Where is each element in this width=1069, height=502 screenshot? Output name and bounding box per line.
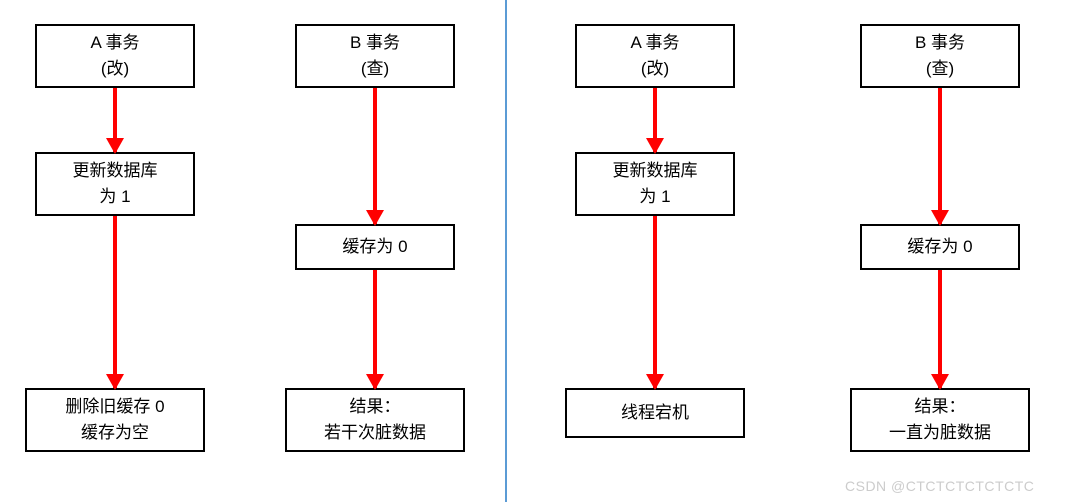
- flow-node: 线程宕机: [565, 388, 745, 438]
- arrow-line: [653, 216, 657, 388]
- arrow-head-icon: [931, 374, 949, 390]
- flow-node: 缓存为 0: [295, 224, 455, 270]
- center-divider: [505, 0, 507, 502]
- watermark-text: CSDN @CTCTCTCTCTCTC: [845, 478, 1034, 494]
- arrow-line: [938, 88, 942, 224]
- arrow-head-icon: [366, 210, 384, 226]
- arrow-head-icon: [106, 374, 124, 390]
- arrow-line: [113, 216, 117, 388]
- arrow-line: [373, 88, 377, 224]
- flow-node: A 事务 (改): [575, 24, 735, 88]
- flow-node: A 事务 (改): [35, 24, 195, 88]
- flow-node: 删除旧缓存 0 缓存为空: [25, 388, 205, 452]
- flow-node: 更新数据库 为 1: [35, 152, 195, 216]
- arrow-line: [938, 270, 942, 388]
- flow-node: B 事务 (查): [860, 24, 1020, 88]
- flow-node: 结果： 若干次脏数据: [285, 388, 465, 452]
- arrow-head-icon: [931, 210, 949, 226]
- arrow-head-icon: [106, 138, 124, 154]
- arrow-head-icon: [646, 374, 664, 390]
- arrow-head-icon: [366, 374, 384, 390]
- diagram-canvas: A 事务 (改) 更新数据库 为 1 删除旧缓存 0 缓存为空 B 事务 (查) 缓存为…: [0, 0, 1069, 502]
- flow-node: 缓存为 0: [860, 224, 1020, 270]
- flow-node: 结果： 一直为脏数据: [850, 388, 1030, 452]
- arrow-line: [373, 270, 377, 388]
- arrow-head-icon: [646, 138, 664, 154]
- flow-node: B 事务 (查): [295, 24, 455, 88]
- flow-node: 更新数据库 为 1: [575, 152, 735, 216]
